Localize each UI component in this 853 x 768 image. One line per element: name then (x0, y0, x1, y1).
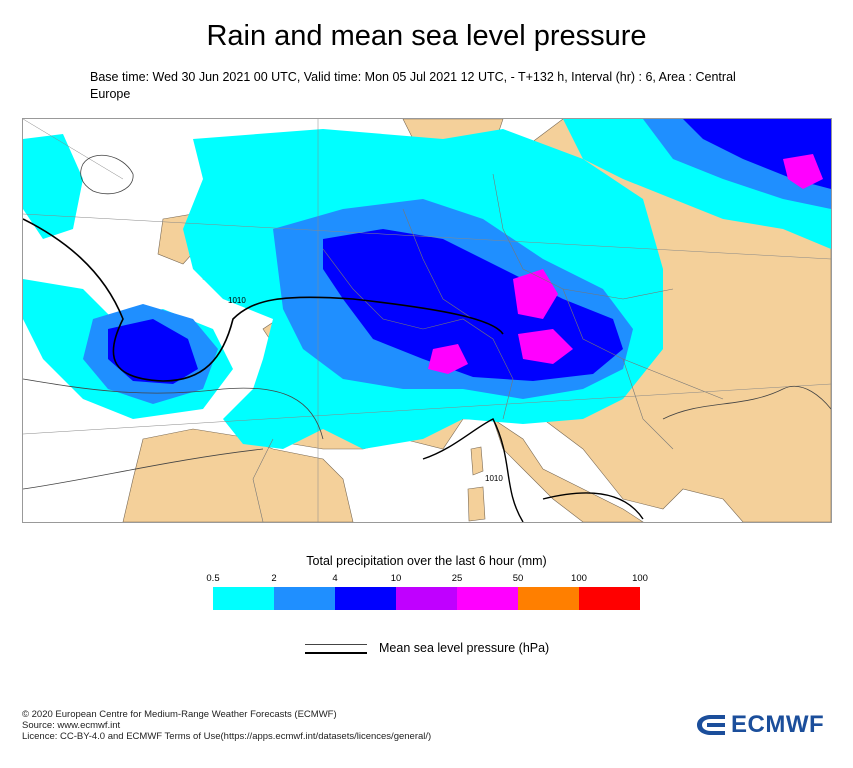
chart-title: Rain and mean sea level pressure (206, 20, 647, 52)
legend-tick: 10 (390, 573, 402, 584)
msl-legend-thick-line (305, 652, 367, 654)
isobars (23, 155, 831, 522)
isobar-1010 (23, 218, 504, 382)
legend-tick: 25 (451, 573, 463, 584)
isobar-label-2: 1010 (485, 474, 503, 483)
precipitation-shading (23, 119, 831, 449)
legend-title: Total precipitation over the last 6 hour… (306, 554, 547, 568)
legend-tick: 0.5 (206, 573, 220, 584)
country-borders (252, 173, 724, 522)
rain-very-heavy-4 (783, 154, 823, 189)
legend-ticks: 0.5 2 4 10 25 50 100 100 (206, 573, 648, 585)
rain-heavy-atlantic (108, 319, 198, 384)
footer-licence: Licence: CC-BY-4.0 and ECMWF Terms of Us… (22, 731, 432, 742)
chart-subtitle: Base time: Wed 30 Jun 2021 00 UTC, Valid… (90, 70, 736, 101)
msl-legend: Mean sea level pressure (hPa) (305, 641, 605, 661)
legend-tick: 100 (571, 573, 587, 584)
isobar-thin-1 (23, 378, 324, 440)
legend-swatch (274, 587, 335, 610)
isobar-thin-2 (80, 155, 134, 195)
precipitation-map: 1010 1010 (22, 118, 832, 523)
legend-swatch (457, 587, 518, 610)
isobar-east (662, 386, 831, 420)
footer-copyright: © 2020 European Centre for Medium-Range … (22, 709, 337, 720)
ecmwf-logo-text: ECMWF (731, 711, 825, 738)
rain-light-west (23, 134, 83, 239)
ecmwf-logo-icon (697, 715, 725, 735)
legend-color-bar (213, 587, 640, 610)
legend-swatch (396, 587, 457, 610)
rain-very-heavy-3 (428, 344, 468, 374)
legend-swatch (335, 587, 396, 610)
msl-legend-thin-line (305, 644, 367, 645)
legend-swatch (579, 587, 640, 610)
legend-swatch (213, 587, 274, 610)
legend-tick: 50 (512, 573, 524, 584)
rain-very-heavy-1 (513, 269, 558, 319)
legend-tick: 4 (332, 573, 338, 584)
isobar-south-east (542, 492, 644, 520)
rain-very-heavy-2 (518, 329, 573, 364)
graticule (23, 119, 831, 522)
legend-tick: 2 (271, 573, 277, 584)
map-svg: 1010 1010 (23, 119, 831, 522)
footer-source: Source: www.ecmwf.int (22, 720, 121, 731)
legend-tick: 100 (632, 573, 648, 584)
isobar-thin-3 (23, 448, 264, 490)
legend-swatch (518, 587, 579, 610)
footer: © 2020 European Centre for Medium-Range … (22, 709, 431, 742)
msl-legend-label: Mean sea level pressure (hPa) (379, 641, 550, 655)
isobar-1010-south (422, 418, 524, 522)
isobar-label-1: 1010 (228, 296, 246, 305)
ecmwf-logo: ECMWF (694, 711, 834, 739)
